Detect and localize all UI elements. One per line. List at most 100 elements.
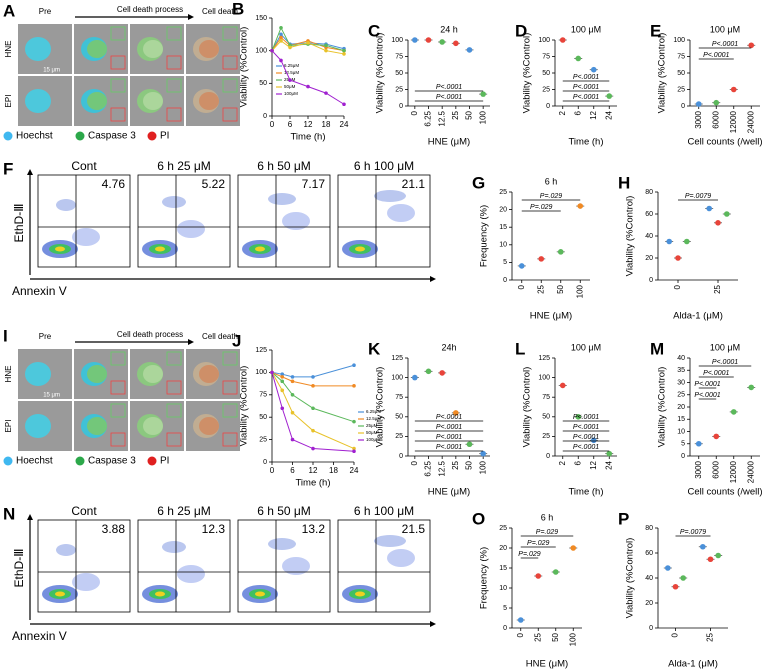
legend-dot bbox=[3, 131, 13, 141]
point bbox=[311, 384, 315, 388]
dot bbox=[538, 256, 545, 262]
point bbox=[342, 52, 346, 56]
panel-letter: H bbox=[618, 173, 630, 192]
inset bbox=[222, 432, 238, 447]
cell bbox=[87, 417, 107, 435]
inset bbox=[110, 432, 126, 447]
population bbox=[355, 246, 365, 252]
dot bbox=[453, 410, 459, 416]
dot bbox=[666, 238, 672, 245]
legend-label: 50μM bbox=[284, 84, 296, 89]
y-tick-label: 40 bbox=[677, 355, 685, 362]
point bbox=[288, 45, 292, 50]
panel-letter: B bbox=[232, 0, 244, 18]
p-value: P<.0001 bbox=[573, 84, 599, 91]
y-tick-label: 35 bbox=[677, 367, 685, 374]
cell bbox=[87, 92, 107, 110]
stage-label: Cell death bbox=[202, 332, 238, 341]
inset bbox=[222, 78, 238, 93]
population bbox=[268, 538, 296, 550]
point bbox=[290, 393, 295, 397]
panel-letter: I bbox=[3, 326, 8, 345]
y-tick-label: 0 bbox=[681, 103, 685, 110]
quadrant-percent: 7.17 bbox=[302, 177, 326, 191]
cell bbox=[25, 89, 51, 113]
p-value: P<.0001 bbox=[694, 392, 720, 399]
x-tick-label: 12000 bbox=[729, 460, 738, 483]
population bbox=[162, 196, 186, 208]
x-axis-label: HNE (μM) bbox=[526, 659, 568, 670]
y-tick-label: 5 bbox=[503, 605, 507, 612]
inset bbox=[166, 78, 182, 93]
inset bbox=[166, 403, 182, 418]
inset bbox=[166, 351, 182, 366]
population bbox=[55, 591, 65, 597]
legend-dot bbox=[147, 131, 157, 141]
p-value: P<.0001 bbox=[573, 424, 599, 431]
series-line bbox=[271, 36, 345, 52]
dot bbox=[684, 238, 690, 245]
point bbox=[352, 384, 356, 388]
chart-title: 100 μM bbox=[571, 342, 601, 352]
p-value: P<.0001 bbox=[436, 414, 462, 421]
dot bbox=[480, 91, 486, 97]
dot bbox=[518, 263, 525, 269]
legend-label: 25μM bbox=[366, 423, 378, 428]
x-tick-label: 6.25 bbox=[424, 110, 433, 126]
p-value: P<.0001 bbox=[436, 84, 462, 91]
p-value: P=.029 bbox=[527, 540, 549, 547]
dot bbox=[713, 99, 720, 106]
p-value: P=.029 bbox=[530, 204, 552, 211]
x-axis-label: Alda-1 (μM) bbox=[673, 311, 723, 322]
inset bbox=[110, 26, 126, 41]
point bbox=[324, 43, 328, 48]
x-axis-label: Time (h) bbox=[295, 478, 330, 489]
x-tick-label: 0 bbox=[410, 110, 419, 115]
y-tick-label: 50 bbox=[677, 70, 685, 77]
inset bbox=[222, 55, 238, 70]
x-tick-label: 50 bbox=[556, 284, 565, 293]
p-value: P=.0079 bbox=[680, 529, 706, 536]
p-value: P<.0001 bbox=[694, 381, 720, 388]
y-tick-label: 10 bbox=[677, 428, 685, 435]
point bbox=[352, 446, 356, 451]
inset bbox=[222, 107, 238, 122]
point bbox=[311, 446, 315, 451]
inset bbox=[166, 432, 182, 447]
dot bbox=[707, 556, 714, 563]
chart-title: 100 μM bbox=[710, 342, 740, 352]
scale-bar-label: 15 μm bbox=[43, 68, 60, 74]
panel-letter: C bbox=[368, 21, 380, 40]
gate-label: 6 h 50 μM bbox=[257, 504, 311, 518]
population bbox=[282, 212, 310, 230]
dot bbox=[570, 545, 577, 551]
y-tick-label: 0 bbox=[546, 453, 550, 460]
x-tick-label: 6 bbox=[573, 460, 582, 465]
y-tick-label: 100 bbox=[538, 37, 550, 44]
y-tick-label: 75 bbox=[542, 394, 550, 401]
legend-dot bbox=[147, 456, 157, 466]
x-tick-label: 24 bbox=[604, 110, 613, 119]
y-tick-label: 25 bbox=[542, 433, 550, 440]
y-tick-label: 125 bbox=[391, 355, 403, 362]
x-axis-label: Time (h) bbox=[568, 487, 603, 498]
point bbox=[290, 437, 295, 442]
panel-letter: K bbox=[368, 339, 381, 358]
panel-letter: J bbox=[232, 331, 241, 350]
y-tick-label: 0 bbox=[546, 103, 550, 110]
panel-letter: F bbox=[3, 159, 13, 178]
dot bbox=[557, 249, 564, 255]
gate-label: 6 h 100 μM bbox=[354, 159, 414, 173]
row-label: HNE bbox=[4, 366, 13, 383]
p-value: P=.0079 bbox=[685, 193, 711, 200]
x-tick-label: 100 bbox=[478, 110, 487, 124]
dot bbox=[748, 384, 755, 391]
population bbox=[55, 246, 65, 252]
x-tick-label: 24000 bbox=[746, 460, 755, 483]
y-tick-label: 25 bbox=[499, 525, 507, 532]
x-tick-label: 100 bbox=[568, 632, 577, 646]
cell bbox=[199, 365, 219, 383]
inset bbox=[166, 107, 182, 122]
population bbox=[155, 246, 165, 252]
